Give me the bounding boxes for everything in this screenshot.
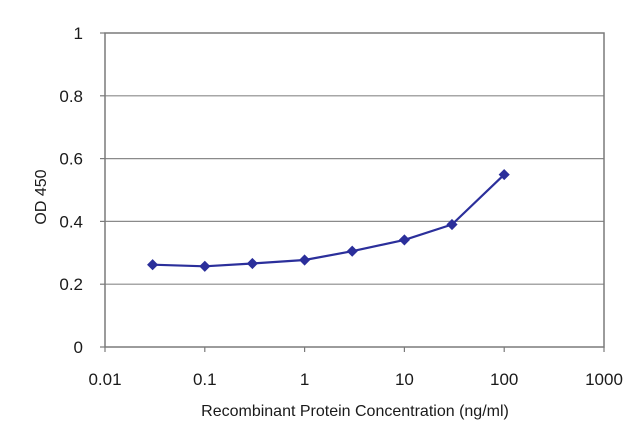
x-axis-title: Recombinant Protein Concentration (ng/ml… <box>201 403 509 420</box>
x-tick-label-0: 0.01 <box>88 370 121 389</box>
plot-area-frame <box>104 32 605 348</box>
data-point-0 <box>147 259 159 271</box>
y-tick-label-2: 0.4 <box>59 212 83 231</box>
x-tick-label-1: 0.1 <box>193 370 217 389</box>
y-tick-label-5: 1 <box>74 24 83 43</box>
x-tick-label-4: 100 <box>490 370 518 389</box>
x-tick-label-2: 1 <box>300 370 309 389</box>
data-point-6 <box>446 218 458 231</box>
data-point-5 <box>398 234 410 246</box>
x-tick-label-3: 10 <box>395 370 414 389</box>
y-axis-title: OD 450 <box>33 169 50 224</box>
y-tick-label-4: 0.8 <box>59 87 83 106</box>
y-axis-ticks: 0 0.2 0.4 0.6 0.8 1 <box>59 24 105 357</box>
x-axis-ticks: 0.01 0.1 1 10 100 1000 <box>88 347 623 389</box>
series-0-line <box>152 173 505 268</box>
y-tick-label-3: 0.6 <box>59 150 83 169</box>
x-tick-label-5: 1000 <box>585 370 623 389</box>
y-tick-label-0: 0 <box>74 338 83 357</box>
gridlines <box>105 95 604 285</box>
data-point-7 <box>498 169 510 181</box>
data-point-1 <box>199 260 211 272</box>
y-tick-label-1: 0.2 <box>59 275 83 294</box>
data-point-3 <box>299 254 311 266</box>
data-series <box>147 169 510 272</box>
data-point-4 <box>346 245 358 257</box>
data-point-2 <box>246 257 258 270</box>
